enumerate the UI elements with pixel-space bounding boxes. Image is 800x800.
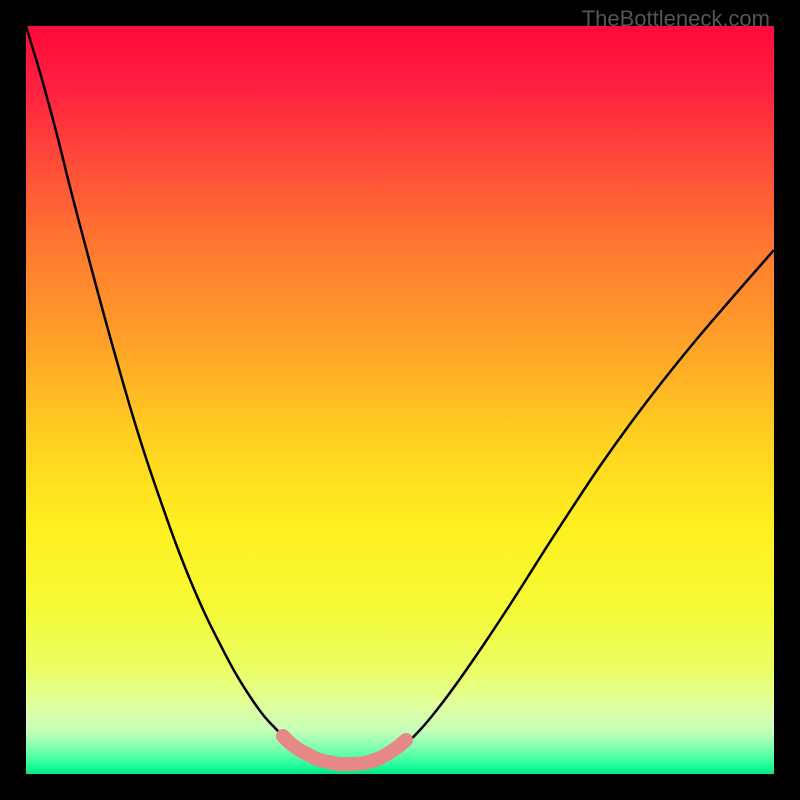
bottleneck-curve xyxy=(26,26,774,765)
curve-layer xyxy=(26,26,774,774)
pink-highlight xyxy=(283,736,406,764)
plot-area xyxy=(26,26,774,774)
watermark-text: TheBottleneck.com xyxy=(582,6,770,32)
